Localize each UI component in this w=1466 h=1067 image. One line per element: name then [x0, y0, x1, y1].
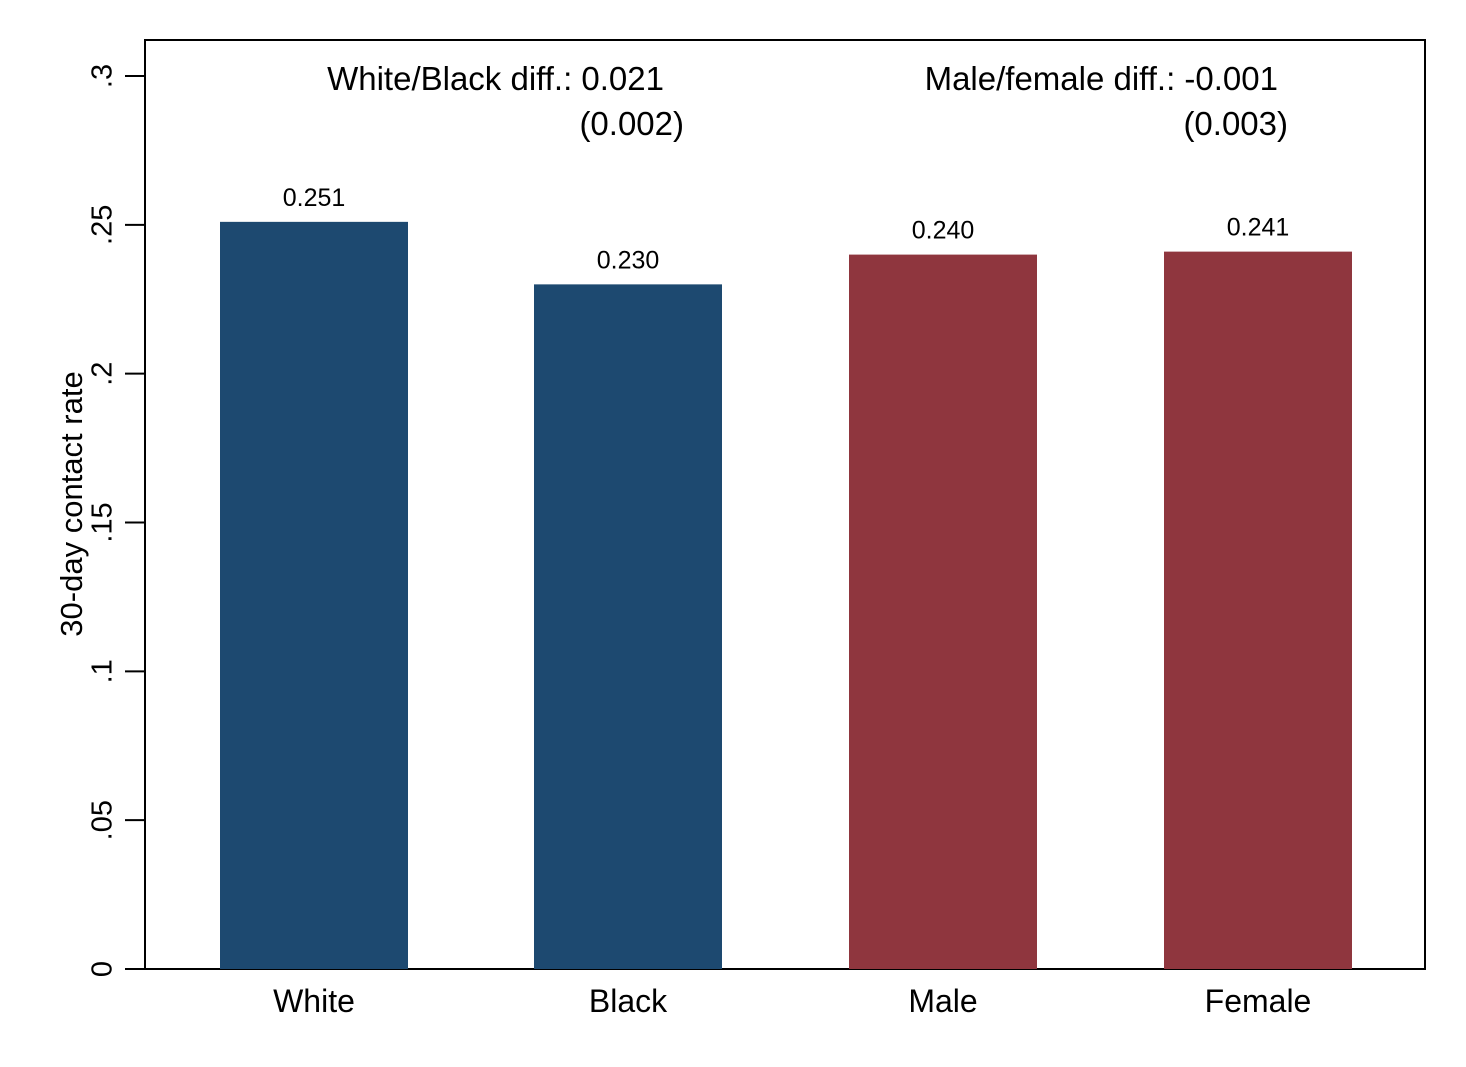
y-tick-label: .3 [87, 64, 119, 88]
x-category-label: Black [589, 983, 668, 1019]
bars-group: 0.251 0.230 0.240 0.241 [220, 184, 1352, 970]
x-axis: White Black Male Female [273, 983, 1311, 1019]
y-tick-label: .25 [87, 205, 119, 245]
bar-male [849, 254, 1037, 970]
x-category-label: Female [1205, 983, 1312, 1019]
y-tick-label: 0 [87, 961, 119, 977]
bar-value-label: 0.230 [597, 246, 660, 274]
y-tick-label: .1 [87, 659, 119, 683]
y-tick-label: .05 [87, 800, 119, 840]
plot-frame [144, 39, 1426, 970]
x-category-label: White [273, 983, 355, 1019]
annotation-race-diff: White/Black diff.: 0.021 [327, 60, 664, 97]
y-tick-label: .2 [87, 362, 119, 386]
annotation-sex-diff: Male/female diff.: -0.001 [925, 60, 1278, 97]
bar-black [534, 284, 722, 969]
y-axis: 0 .05 .1 .15 .2 .25 .3 [87, 64, 145, 977]
bar-value-label: 0.240 [912, 217, 975, 245]
bar-value-label: 0.251 [283, 184, 346, 212]
bar-female [1164, 251, 1352, 969]
y-axis-title: 30-day contact rate [54, 371, 89, 636]
annotation-race-diff-se: (0.002) [579, 105, 684, 142]
bar-white [220, 221, 408, 969]
x-category-label: Male [908, 983, 977, 1019]
y-tick-label: .15 [87, 502, 119, 542]
bar-value-label: 0.241 [1227, 214, 1290, 242]
annotation-sex-diff-se: (0.003) [1183, 105, 1288, 142]
